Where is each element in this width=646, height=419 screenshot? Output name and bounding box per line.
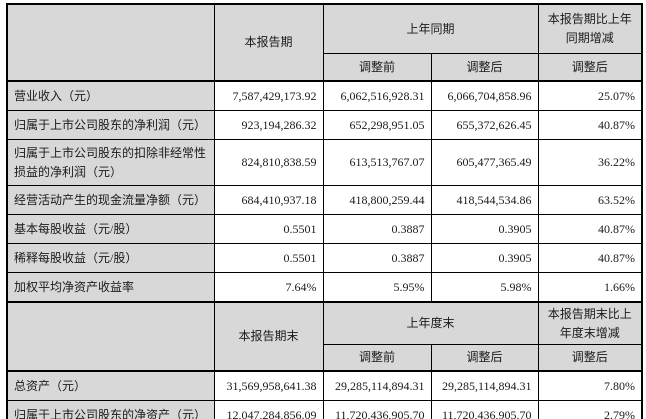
value-prior-after: 29,285,114,894.31 [430, 370, 539, 402]
value-change: 25.07% [537, 80, 643, 111]
header2-prior-year-end-group: 上年度末 [322, 301, 539, 346]
table-row-total-assets: 总资产（元） 31,569,958,641.38 29,285,114,894.… [6, 370, 643, 402]
table-row-weighted-avg-roe: 加权平均净资产收益率 7.64% 5.95% 5.98% 1.66% [6, 272, 643, 303]
value-change: 63.52% [537, 185, 643, 215]
metric-label: 归属于上市公司股东的净资产（元） [6, 400, 215, 419]
value-current: 31,569,958,641.38 [213, 370, 324, 402]
value-change: 7.80% [537, 370, 643, 402]
header-prior-period-group: 上年同期 [322, 3, 539, 54]
value-prior-before: 11,720,436,905.70 [322, 400, 432, 419]
table-row-basic-eps: 基本每股收益（元/股） 0.5501 0.3887 0.3905 40.87% [6, 214, 643, 244]
key-financials-table: 本报告期 上年同期 本报告期比上年同期增减 调整前 调整后 调整后 营业收入（元… [6, 3, 644, 419]
value-prior-before: 0.3887 [322, 214, 432, 244]
value-prior-after: 5.98% [430, 272, 539, 303]
value-current: 923,194,286.32 [213, 110, 324, 140]
value-prior-after: 6,066,704,858.96 [430, 80, 539, 111]
metric-label: 营业收入（元） [6, 80, 215, 111]
metric-label: 经营活动产生的现金流量净额（元） [6, 185, 215, 215]
value-prior-before: 5.95% [322, 272, 432, 303]
value-prior-after: 418,544,534.86 [430, 185, 539, 215]
header2-current-period-end: 本报告期末 [213, 300, 324, 372]
header-current-period: 本报告期 [213, 3, 324, 82]
header2-adjust-after: 调整后 [430, 344, 539, 372]
value-change: 1.66% [537, 272, 643, 303]
value-change: 40.87% [537, 243, 643, 273]
value-current: 12,047,284,856.09 [213, 400, 324, 419]
value-prior-before: 613,513,767.07 [322, 139, 432, 186]
value-prior-before: 418,800,259.44 [322, 185, 432, 215]
header-change-sub: 调整后 [537, 53, 643, 82]
value-current: 684,410,937.18 [213, 185, 324, 215]
header2-empty-cell [6, 300, 215, 372]
table-row-net-profit-excl-nonrecurring: 归属于上市公司股东的扣除非经常性损益的净利润（元） 824,810,838.59… [6, 139, 643, 186]
table-row-net-profit: 归属于上市公司股东的净利润（元） 923,194,286.32 652,298,… [6, 110, 643, 140]
value-current: 7,587,429,173.92 [213, 80, 324, 111]
value-current: 7.64% [213, 272, 324, 303]
table-row-diluted-eps: 稀释每股收益（元/股） 0.5501 0.3887 0.3905 40.87% [6, 243, 643, 273]
metric-label: 归属于上市公司股东的扣除非经常性损益的净利润（元） [6, 139, 215, 186]
metric-label: 归属于上市公司股东的净利润（元） [6, 110, 215, 140]
value-prior-after: 655,372,626.45 [430, 110, 539, 140]
metric-label: 稀释每股收益（元/股） [6, 243, 215, 273]
header-adjust-after: 调整后 [430, 53, 539, 82]
value-prior-before: 652,298,951.05 [322, 110, 432, 140]
value-change: 36.22% [537, 139, 643, 186]
metric-label: 加权平均净资产收益率 [6, 272, 215, 303]
value-prior-before: 6,062,516,928.31 [322, 80, 432, 111]
metric-label: 基本每股收益（元/股） [6, 214, 215, 244]
header-change-group: 本报告期比上年同期增减 [537, 3, 643, 54]
value-change: 2.79% [537, 400, 643, 419]
value-prior-before: 0.3887 [322, 243, 432, 273]
header2-adjust-before: 调整前 [322, 344, 432, 372]
value-current: 0.5501 [213, 214, 324, 244]
value-prior-after: 0.3905 [430, 214, 539, 244]
value-change: 40.87% [537, 110, 643, 140]
metric-label: 总资产（元） [6, 370, 215, 402]
value-prior-after: 605,477,365.49 [430, 139, 539, 186]
table-row-operating-cash-flow: 经营活动产生的现金流量净额（元） 684,410,937.18 418,800,… [6, 185, 643, 215]
value-prior-after: 0.3905 [430, 243, 539, 273]
value-current: 0.5501 [213, 243, 324, 273]
table-row-revenue: 营业收入（元） 7,587,429,173.92 6,062,516,928.3… [6, 80, 643, 111]
table-row-net-assets: 归属于上市公司股东的净资产（元） 12,047,284,856.09 11,72… [6, 400, 643, 419]
header2-change-sub: 调整后 [537, 344, 643, 372]
value-change: 40.87% [537, 214, 643, 244]
header-adjust-before: 调整前 [322, 53, 432, 82]
value-prior-before: 29,285,114,894.31 [322, 370, 432, 402]
value-current: 824,810,838.59 [213, 139, 324, 186]
value-prior-after: 11,720,436,905.70 [430, 400, 539, 419]
header2-change-group: 本报告期末比上年度末增减 [537, 301, 643, 346]
header-empty-cell [6, 3, 215, 82]
